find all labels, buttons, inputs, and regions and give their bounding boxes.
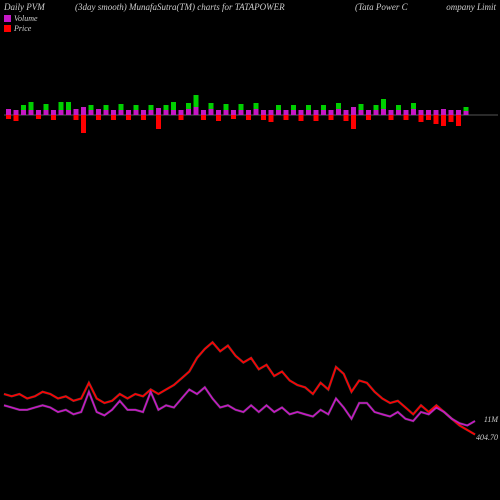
lower-chart	[4, 342, 475, 434]
upper-chart	[3, 70, 498, 160]
chart-svg	[0, 0, 500, 500]
